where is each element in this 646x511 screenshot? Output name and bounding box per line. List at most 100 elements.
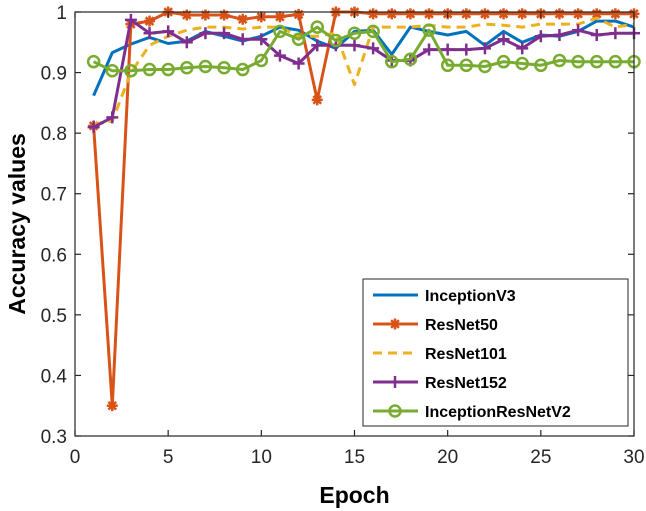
- data-point-resnet152: [534, 30, 547, 43]
- data-point-resnet152: [497, 33, 510, 46]
- data-point-resnet152: [572, 24, 585, 37]
- data-point-inceptionresnetv2-circle: [310, 20, 324, 34]
- data-point-resnet50: [199, 9, 211, 21]
- data-point-resnet50: [460, 8, 472, 20]
- data-point-inceptionresnetv2: [589, 54, 604, 69]
- data-point-inceptionresnetv2-circle: [273, 24, 287, 39]
- legend-label: InceptionResNetV2: [425, 404, 571, 421]
- data-point-inceptionresnetv2-circle: [161, 62, 175, 77]
- data-point-inceptionresnetv2: [86, 54, 101, 69]
- data-point-resnet152: [199, 27, 212, 40]
- series-line-inceptionresnetv2: [92, 25, 634, 73]
- y-tick-label: 0.4: [41, 366, 68, 387]
- data-point-inceptionresnetv2-circle: [608, 54, 623, 69]
- series-inceptionresnetv2: [86, 20, 641, 78]
- data-point-resnet50: [423, 8, 435, 20]
- data-point-resnet50: [479, 8, 491, 20]
- data-point-inceptionresnetv2-circle: [291, 32, 306, 47]
- legend-label: InceptionV3: [425, 288, 516, 305]
- data-point-resnet50: [181, 9, 193, 21]
- data-point-resnet50: [311, 94, 323, 106]
- data-point-inceptionresnetv2: [161, 62, 175, 77]
- data-point-inceptionresnetv2-circle: [552, 53, 567, 68]
- x-axis-label: Epoch: [319, 482, 389, 508]
- data-point-resnet50: [106, 400, 118, 412]
- data-point-inceptionresnetv2: [273, 24, 287, 39]
- data-point-inceptionresnetv2-circle: [422, 23, 436, 37]
- data-point-inceptionresnetv2: [142, 62, 157, 77]
- data-point-inceptionresnetv2: [515, 56, 529, 71]
- data-point-inceptionresnetv2-circle: [254, 53, 269, 68]
- data-point-inceptionresnetv2-circle: [198, 59, 213, 74]
- data-point-resnet152: [218, 27, 231, 40]
- data-point-resnet50: [498, 8, 510, 20]
- data-point-resnet152: [367, 42, 380, 55]
- data-point-inceptionresnetv2: [440, 58, 455, 73]
- data-point-inceptionresnetv2: [403, 52, 418, 66]
- data-point-resnet152: [162, 25, 175, 38]
- data-point-resnet50: [553, 8, 565, 20]
- data-point-inceptionresnetv2: [180, 60, 194, 75]
- data-point-inceptionresnetv2-circle: [124, 64, 138, 78]
- data-point-resnet50: [404, 8, 416, 20]
- data-point-resnet152: [516, 42, 529, 55]
- y-tick-label: 0.5: [41, 306, 67, 327]
- x-tick-label: 25: [530, 447, 551, 468]
- legend-entry-inceptionv3: InceptionV3: [373, 288, 516, 305]
- data-point-resnet50: [274, 11, 286, 23]
- data-point-resnet152: [553, 29, 566, 42]
- legend-entry-resnet101: ResNet101: [373, 346, 507, 363]
- legend-marker: [389, 376, 401, 388]
- y-tick-label: 1: [56, 3, 67, 24]
- y-axis-label: Accuracy values: [4, 133, 30, 315]
- legend-marker: [389, 318, 401, 330]
- data-point-resnet152: [87, 121, 100, 134]
- x-tick-label: 15: [344, 447, 365, 468]
- data-point-resnet50: [609, 8, 621, 20]
- data-point-resnet152: [590, 29, 603, 42]
- data-point-resnet50: [218, 9, 230, 21]
- data-point-inceptionresnetv2-circle: [235, 62, 250, 77]
- data-point-inceptionresnetv2-circle: [329, 33, 343, 48]
- data-point-inceptionresnetv2-circle: [385, 54, 399, 69]
- data-point-inceptionresnetv2: [366, 24, 380, 39]
- data-point-inceptionresnetv2: [310, 20, 324, 34]
- data-point-inceptionresnetv2: [534, 58, 548, 73]
- legend-entry-resnet152: ResNet152: [373, 375, 507, 392]
- legend-entry-resnet50: ResNet50: [373, 317, 498, 334]
- data-point-inceptionresnetv2-circle: [347, 26, 362, 40]
- y-tick-label: 0.3: [41, 427, 67, 448]
- x-tick-label: 0: [70, 447, 81, 468]
- data-point-inceptionresnetv2: [329, 33, 343, 48]
- data-point-inceptionresnetv2-circle: [440, 58, 455, 73]
- data-point-resnet152: [124, 13, 137, 26]
- data-point-resnet50: [516, 8, 528, 20]
- legend-label: ResNet101: [425, 346, 507, 363]
- axes-layer: [74, 11, 635, 437]
- y-tick-label: 0.8: [41, 124, 67, 145]
- data-point-inceptionresnetv2-circle: [496, 54, 511, 69]
- data-point-resnet50-core: [295, 11, 302, 18]
- data-point-inceptionresnetv2: [105, 64, 120, 78]
- data-point-inceptionresnetv2: [198, 59, 213, 74]
- data-point-inceptionresnetv2: [124, 64, 138, 78]
- data-point-inceptionresnetv2: [608, 54, 623, 69]
- data-point-resnet50-core: [202, 12, 209, 19]
- x-tick-label: 20: [437, 447, 458, 468]
- legend-marker: [388, 404, 402, 418]
- data-point-inceptionresnetv2-circle: [459, 58, 474, 73]
- data-point-inceptionresnetv2-circle: [217, 60, 231, 75]
- data-point-inceptionresnetv2-circle: [478, 59, 492, 74]
- data-point-resnet50: [144, 15, 156, 27]
- data-point-resnet152: [236, 33, 249, 46]
- data-point-inceptionresnetv2-circle: [366, 24, 380, 39]
- y-tick-label: 0.7: [41, 185, 67, 206]
- data-point-inceptionresnetv2: [571, 54, 585, 69]
- data-point-resnet152: [460, 43, 473, 56]
- data-point-inceptionresnetv2-circle: [180, 60, 194, 75]
- data-point-resnet152: [255, 33, 268, 46]
- data-point-resnet152: [478, 42, 491, 55]
- x-tick-label: 5: [163, 447, 174, 468]
- data-point-resnet152: [292, 57, 305, 70]
- data-point-inceptionresnetv2: [552, 53, 567, 68]
